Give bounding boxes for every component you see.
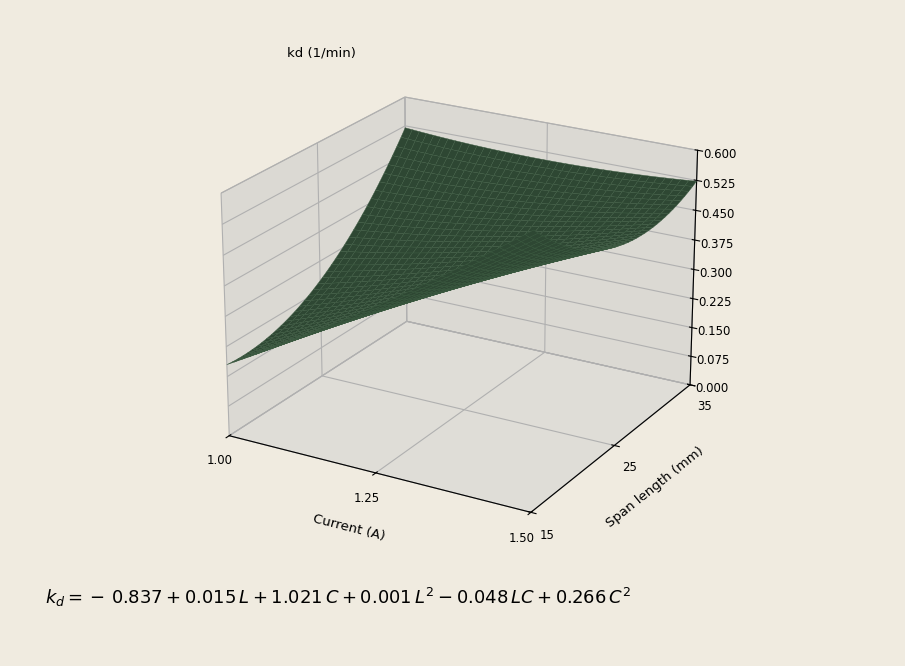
Text: kd (1/min): kd (1/min) bbox=[287, 46, 356, 59]
Text: $k_d = -\,0.837 + 0.015\,L + 1.021\,C + 0.001\,L^{2} - 0.048\,LC + 0.266\,C^{2}$: $k_d = -\,0.837 + 0.015\,L + 1.021\,C + … bbox=[45, 586, 632, 609]
Y-axis label: Span length (mm): Span length (mm) bbox=[605, 445, 707, 530]
X-axis label: Current (A): Current (A) bbox=[311, 512, 386, 543]
